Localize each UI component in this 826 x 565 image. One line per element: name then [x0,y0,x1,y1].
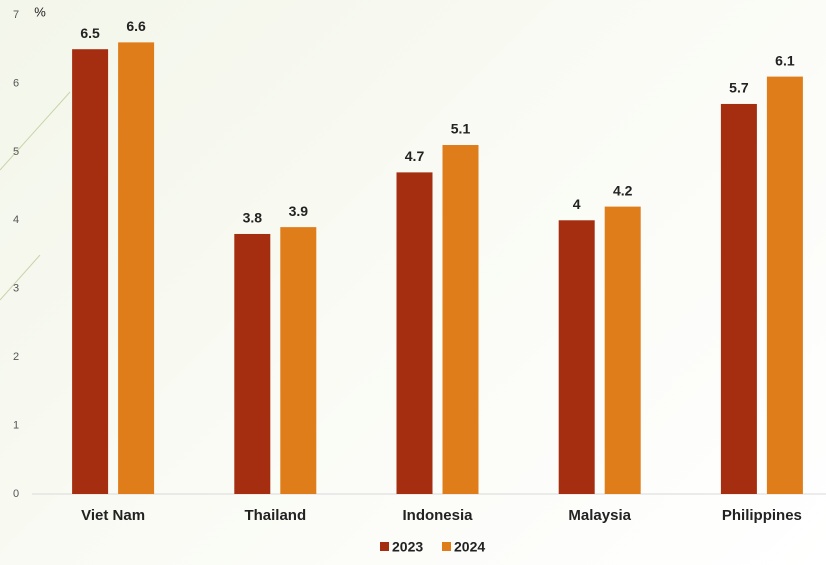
y-tick-label: 6 [13,77,19,89]
data-label: 3.8 [243,210,263,226]
data-label: 3.9 [289,203,309,219]
legend-swatch [442,542,451,551]
x-tick-label: Indonesia [402,507,473,524]
x-tick-label: Philippines [722,507,802,524]
y-tick-label: 3 [13,283,19,295]
decoration [0,91,71,171]
legend-swatch [380,542,389,551]
data-label: 4.7 [405,148,425,164]
bar [72,49,109,494]
y-tick-label: 1 [13,419,19,431]
bar [558,220,595,495]
data-label: 6.6 [126,18,146,34]
x-tick-label: Viet Nam [81,507,145,524]
data-label: 6.1 [775,52,795,68]
data-label: 5.1 [451,121,471,137]
data-label: 6.5 [80,25,100,41]
y-tick-label: 4 [13,214,19,226]
bar [720,103,757,494]
y-axis-label: % [34,4,46,19]
data-label: 4 [573,196,581,212]
y-tick-label: 0 [13,488,19,500]
data-label: 4.2 [613,182,633,198]
y-tick-label: 7 [13,9,19,21]
x-tick-label: Malaysia [568,507,631,524]
bar [442,145,479,494]
legend-label: 2023 [392,539,423,555]
bar [766,76,803,494]
x-tick-label: Thailand [244,507,306,524]
bar [118,42,155,494]
bar [234,233,271,494]
bar [280,227,317,494]
bar [396,172,433,494]
decoration [0,254,41,301]
y-tick-label: 2 [13,351,19,363]
y-tick-label: 5 [13,146,19,158]
data-label: 5.7 [729,80,749,96]
bar [604,206,641,494]
legend-label: 2024 [454,539,485,555]
